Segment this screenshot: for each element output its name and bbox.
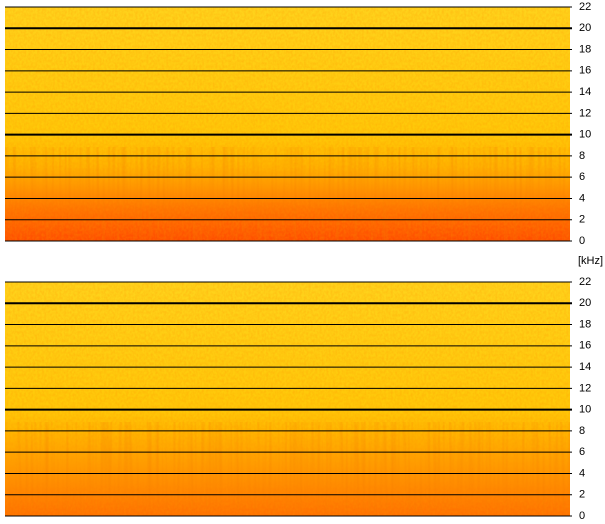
y-tick-label: 12 [579,107,591,119]
y-tick-label: 18 [579,318,591,330]
y-tick-label: 14 [579,361,591,373]
y-tick-label: 4 [579,192,585,204]
y-tick-label: 10 [579,129,591,141]
y-tick-label: 6 [579,171,585,183]
spectrogram-streaks [5,422,570,516]
y-tick-label: 22 [579,276,591,288]
y-axis-label: [kHz] [578,255,603,267]
y-tick-label: 18 [579,43,591,55]
y-tick-label: 8 [579,425,585,437]
y-tick-label: 0 [579,510,585,522]
spectrogram-streaks [5,147,570,241]
y-tick-label: 8 [579,150,585,162]
y-tick-label: 0 [579,235,585,247]
y-tick-label: 6 [579,446,585,458]
y-tick-label: 20 [579,297,591,309]
y-tick-label: 16 [579,340,591,352]
y-tick-label: 22 [579,1,591,13]
y-tick-label: 2 [579,214,585,226]
y-tick-label: 4 [579,467,585,479]
y-tick-label: 20 [579,22,591,34]
y-tick-label: 2 [579,489,585,501]
y-tick-label: 10 [579,404,591,416]
y-tick-label: 14 [579,86,591,98]
y-tick-label: 16 [579,65,591,77]
y-tick-label: 12 [579,382,591,394]
